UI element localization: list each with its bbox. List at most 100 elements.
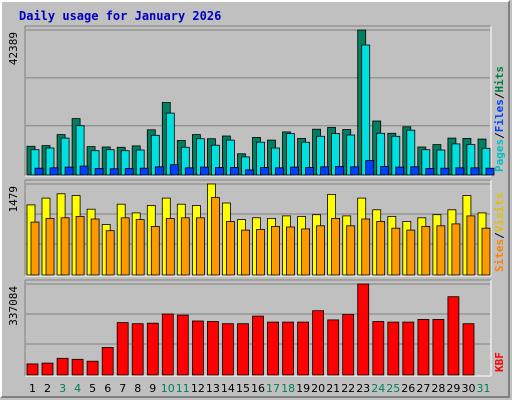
bar-pages-13 xyxy=(214,167,224,176)
day-label-14: 14 xyxy=(221,382,235,395)
day-label-23: 23 xyxy=(356,382,370,395)
day-label-12: 12 xyxy=(191,382,205,395)
legend-entry: F xyxy=(493,352,506,359)
bar-pages-16 xyxy=(260,167,269,176)
bar-sites-12 xyxy=(195,217,205,276)
panel-legend: KBF xyxy=(493,352,506,372)
bar-kbytes-1 xyxy=(26,363,39,376)
bar-pages-22 xyxy=(350,166,360,176)
bar-kbytes-13 xyxy=(206,321,219,376)
day-label-17: 17 xyxy=(266,382,280,395)
bar-kbytes-17 xyxy=(267,321,279,376)
day-label-5: 5 xyxy=(89,382,96,395)
ymax-label: 42389 xyxy=(7,32,20,65)
bar-pages-17 xyxy=(275,167,284,176)
bar-sites-4 xyxy=(75,216,85,276)
day-label-28: 28 xyxy=(431,382,445,395)
bar-sites-5 xyxy=(90,218,100,276)
bar-pages-14 xyxy=(229,167,239,176)
bar-pages-8 xyxy=(139,167,149,176)
bar-kbytes-30 xyxy=(462,323,475,376)
day-label-31: 31 xyxy=(477,382,491,395)
series-pages xyxy=(34,160,495,176)
series-sites xyxy=(30,197,491,276)
bar-kbytes-27 xyxy=(417,318,430,376)
panel-legend: Pages/Files/Hits xyxy=(493,66,506,172)
legend-entry: Sites xyxy=(493,239,506,272)
day-label-19: 19 xyxy=(296,382,310,395)
bar-sites-15 xyxy=(241,229,250,276)
chart-title: Daily usage for January 2026 xyxy=(19,9,221,23)
panel-legend: Sites/Visits xyxy=(493,193,506,273)
panel-3: 337084 KBF xyxy=(7,279,506,377)
day-label-7: 7 xyxy=(119,382,126,395)
bar-sites-27 xyxy=(421,225,431,276)
legend-entry: Files xyxy=(493,99,506,132)
day-label-6: 6 xyxy=(104,382,111,395)
bar-pages-28 xyxy=(440,167,450,176)
bar-pages-21 xyxy=(335,165,345,176)
bar-kbytes-25 xyxy=(387,321,400,376)
bar-sites-1 xyxy=(30,221,40,276)
legend-entry: Pages xyxy=(493,139,506,172)
bar-sites-22 xyxy=(346,225,356,276)
bar-sites-3 xyxy=(60,217,70,276)
day-label-22: 22 xyxy=(341,382,355,395)
bar-kbytes-18 xyxy=(282,321,295,376)
bar-sites-24 xyxy=(376,221,386,276)
panels-group: 42389Pages/Files/Hits1479Sites/Visits337… xyxy=(7,25,506,377)
day-label-8: 8 xyxy=(134,382,141,395)
bar-pages-23 xyxy=(365,160,375,176)
bar-kbytes-23 xyxy=(357,283,370,376)
bar-kbytes-5 xyxy=(86,360,99,376)
day-label-29: 29 xyxy=(446,382,460,395)
bar-pages-4 xyxy=(79,165,89,176)
legend-entry: Hits xyxy=(493,66,506,93)
bar-sites-20 xyxy=(316,225,326,276)
bar-sites-28 xyxy=(436,225,446,276)
bar-pages-25 xyxy=(395,166,405,176)
bar-kbytes-8 xyxy=(131,323,144,376)
day-label-18: 18 xyxy=(281,382,295,395)
bar-kbytes-14 xyxy=(221,323,234,376)
day-label-3: 3 xyxy=(59,382,66,395)
day-label-30: 30 xyxy=(462,382,476,395)
bar-pages-18 xyxy=(290,166,299,176)
bar-pages-9 xyxy=(154,166,164,176)
bar-sites-10 xyxy=(165,217,175,276)
bar-pages-7 xyxy=(124,168,134,176)
bar-kbytes-7 xyxy=(116,322,129,376)
bar-sites-29 xyxy=(451,223,461,276)
bar-kbytes-22 xyxy=(342,314,355,376)
bar-kbytes-4 xyxy=(71,358,84,376)
panel-2: 1479 Sites/Visits xyxy=(7,179,506,277)
bar-sites-23 xyxy=(361,218,371,276)
legend-entry: / xyxy=(493,132,506,139)
bar-kbytes-15 xyxy=(237,323,249,376)
bar-kbytes-28 xyxy=(432,318,445,376)
bar-sites-31 xyxy=(481,227,491,276)
bar-sites-9 xyxy=(150,225,160,276)
bar-kbytes-3 xyxy=(56,357,69,376)
bar-pages-26 xyxy=(410,166,420,176)
bar-pages-15 xyxy=(245,169,254,176)
bar-pages-29 xyxy=(455,167,465,176)
bar-pages-11 xyxy=(184,167,194,176)
day-label-1: 1 xyxy=(29,382,36,395)
day-label-9: 9 xyxy=(149,382,156,395)
bar-sites-14 xyxy=(225,221,235,276)
bar-sites-2 xyxy=(45,217,55,276)
bar-kbytes-10 xyxy=(161,313,174,376)
bar-kbytes-6 xyxy=(101,347,114,376)
series-kbytes xyxy=(26,283,475,376)
bar-pages-30 xyxy=(470,167,480,176)
day-labels-group: 1 2 3 4 5 6 7 8 9 10 11 12 13 14 15 16 17 18 19 20 21 22 23 24 2… xyxy=(29,382,491,395)
day-label-27: 27 xyxy=(416,382,430,395)
bar-sites-30 xyxy=(466,215,476,276)
bar-pages-19 xyxy=(305,167,315,176)
bar-kbytes-21 xyxy=(327,319,340,376)
bar-pages-6 xyxy=(109,168,119,176)
bar-sites-7 xyxy=(120,217,130,276)
bar-sites-17 xyxy=(271,225,280,276)
